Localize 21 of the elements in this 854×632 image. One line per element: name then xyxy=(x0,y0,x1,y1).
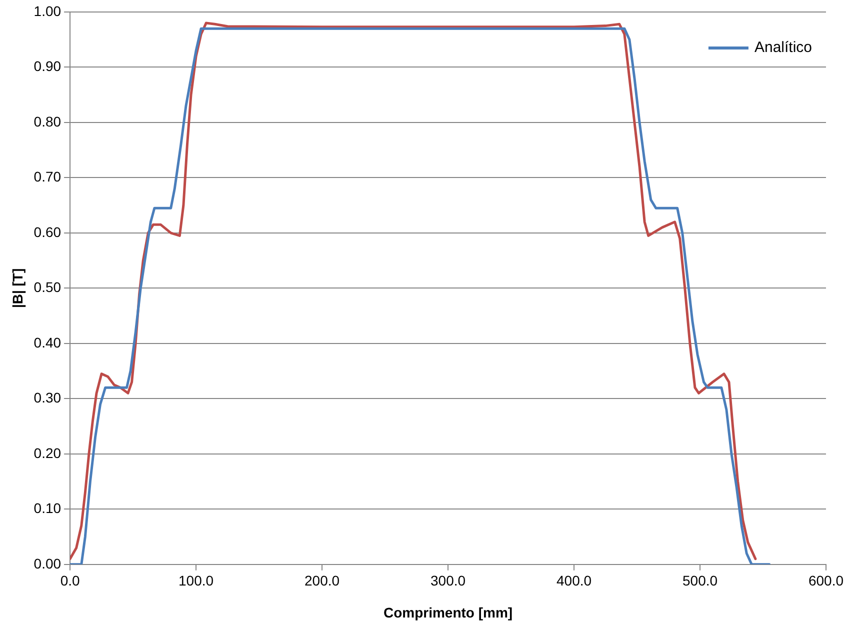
y-tick-label: 0.50 xyxy=(34,279,62,296)
y-tick-label: 0.00 xyxy=(34,555,62,572)
x-tick-label: 0.0 xyxy=(60,572,80,589)
y-tick-label: 0.30 xyxy=(34,390,62,406)
x-tick-label: 200.0 xyxy=(304,572,340,589)
x-tick-label: 500.0 xyxy=(682,572,718,589)
y-tick-label: 0.80 xyxy=(34,113,62,130)
x-tick-label: 600.0 xyxy=(808,572,844,589)
y-axis-title: |B| [T] xyxy=(9,268,26,308)
y-tick-label: 0.60 xyxy=(34,224,62,240)
x-tick-label: 400.0 xyxy=(556,572,592,589)
y-tick-label: 0.90 xyxy=(34,58,62,74)
y-tick-label: 1.00 xyxy=(34,2,62,19)
y-tick-label: 0.20 xyxy=(34,444,62,461)
y-tick-label: 0.40 xyxy=(34,334,62,350)
y-tick-label: 0.10 xyxy=(34,500,62,516)
x-tick-label: 100.0 xyxy=(178,572,214,589)
x-axis-title: Comprimento [mm] xyxy=(383,604,513,620)
legend-label: Analítico xyxy=(754,39,812,56)
y-tick-label: 0.70 xyxy=(34,168,62,185)
x-tick-label: 300.0 xyxy=(430,572,466,589)
